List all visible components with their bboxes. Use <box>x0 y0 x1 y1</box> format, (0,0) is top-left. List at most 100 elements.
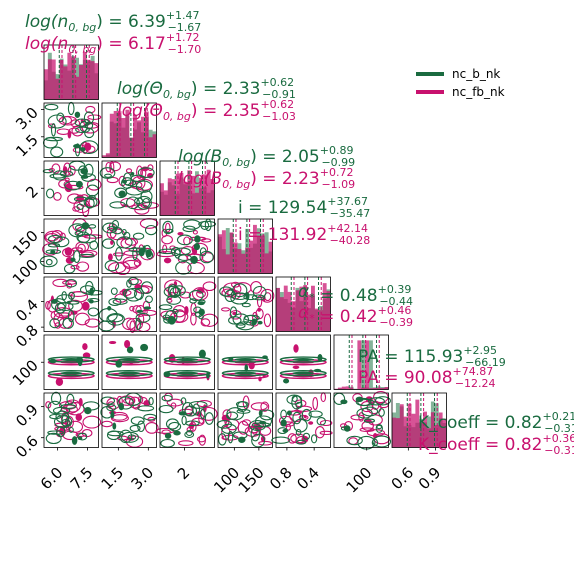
contour-line <box>52 170 67 181</box>
contour-core <box>317 353 323 362</box>
contour-line <box>84 197 95 209</box>
contour-core <box>308 421 314 425</box>
contour-core <box>71 436 78 445</box>
contour-line <box>88 224 97 229</box>
contour-core <box>67 129 72 139</box>
contour-core <box>258 376 262 382</box>
contour-line <box>221 434 239 441</box>
contour-line <box>161 394 173 402</box>
contour-line <box>117 396 134 410</box>
contour-line <box>145 295 153 304</box>
contour-core <box>84 406 92 415</box>
contour-core <box>167 315 176 325</box>
contour-line <box>163 285 182 298</box>
contour-line <box>68 291 75 300</box>
contour-line <box>251 294 266 301</box>
panel-frame <box>43 218 99 274</box>
contour-line <box>316 417 327 426</box>
contour-core <box>75 413 83 421</box>
contour-core <box>259 420 267 425</box>
x-tick-label: 2 <box>174 464 193 483</box>
contour-line <box>50 391 62 406</box>
contour-core <box>75 180 83 188</box>
title-log0bg-nc_fb_nk: log(Θ0, bg) = 2.35+0.62 −1.03 <box>117 98 296 123</box>
x-tick-label: 0.4 <box>293 464 323 494</box>
contour-core <box>110 240 114 245</box>
contour-panel-6-0 <box>43 391 102 448</box>
title-logB0bg-nc_b_nk: log(B0, bg) = 2.05+0.89 −0.99 <box>178 144 355 169</box>
contour-core <box>280 419 287 427</box>
contour-line <box>158 304 173 311</box>
contour-line <box>61 291 67 301</box>
contour-core <box>50 250 56 254</box>
contour-line <box>77 432 88 441</box>
contour-core <box>126 346 134 354</box>
contour-core <box>49 358 57 364</box>
contour-line <box>158 404 174 414</box>
contour-panel-1-0 <box>42 101 102 158</box>
contour-line <box>229 310 242 320</box>
x-tick-label: 0.9 <box>415 464 445 494</box>
contour-line <box>180 397 187 405</box>
contour-line <box>301 408 312 422</box>
contour-line <box>319 430 333 436</box>
contour-core <box>80 168 88 175</box>
panel-frame <box>101 334 157 390</box>
panel-frame <box>159 160 215 216</box>
contour-line <box>125 196 140 210</box>
y-tick-label: 0.6 <box>12 432 42 462</box>
contour-line <box>116 236 133 249</box>
contour-line <box>124 287 143 302</box>
contour-line <box>250 427 261 442</box>
panel-frame <box>275 334 331 390</box>
contour-core <box>89 287 94 296</box>
contour-core <box>234 358 257 362</box>
contour-panel-6-4 <box>271 392 333 448</box>
contour-line <box>77 233 97 244</box>
histogram-nc_fb_nk <box>276 283 331 332</box>
contour-line <box>45 136 63 142</box>
contour-line <box>119 429 133 444</box>
contour-core <box>118 358 141 362</box>
contour-core <box>244 364 249 372</box>
contour-core <box>163 257 172 264</box>
contour-line <box>85 280 94 293</box>
contour-core <box>343 425 351 432</box>
contour-line <box>137 167 155 178</box>
contour-line <box>140 281 153 294</box>
histogram-nc_fb_nk <box>392 399 447 448</box>
contour-core <box>81 301 90 311</box>
contour-core <box>65 249 69 255</box>
contour-core <box>55 377 64 386</box>
x-tick-label: 6.0 <box>37 464 67 494</box>
contour-line <box>252 285 267 299</box>
title-Kcoeff-nc_b_nk: K_coeff = 0.82+0.21−0.31 <box>418 410 574 435</box>
contour-line <box>166 295 182 305</box>
contour-line <box>202 281 217 292</box>
contour-line <box>50 310 61 321</box>
contour-line <box>226 407 245 421</box>
contour-line <box>230 281 241 288</box>
contour-line <box>44 103 59 111</box>
contour-panel-2-0 <box>42 160 102 217</box>
contour-core <box>206 371 210 379</box>
contour-line <box>108 297 122 306</box>
contour-panel-5-4 <box>275 334 331 390</box>
contour-core <box>193 242 201 251</box>
contour-core <box>190 255 198 264</box>
legend: nc_b_nk nc_fb_nk <box>416 67 505 99</box>
panel-frame <box>101 160 157 216</box>
contour-line <box>184 431 195 438</box>
contour-line <box>199 250 214 264</box>
y-tick-label: 3.0 <box>12 104 42 134</box>
contour-core <box>313 368 322 373</box>
contour-line <box>66 393 75 405</box>
contour-line <box>188 400 208 409</box>
contour-line <box>378 408 385 417</box>
contour-line <box>346 435 363 446</box>
contour-core <box>198 308 205 316</box>
contour-line <box>134 197 144 205</box>
contour-core <box>257 320 263 325</box>
contour-line <box>286 394 303 405</box>
